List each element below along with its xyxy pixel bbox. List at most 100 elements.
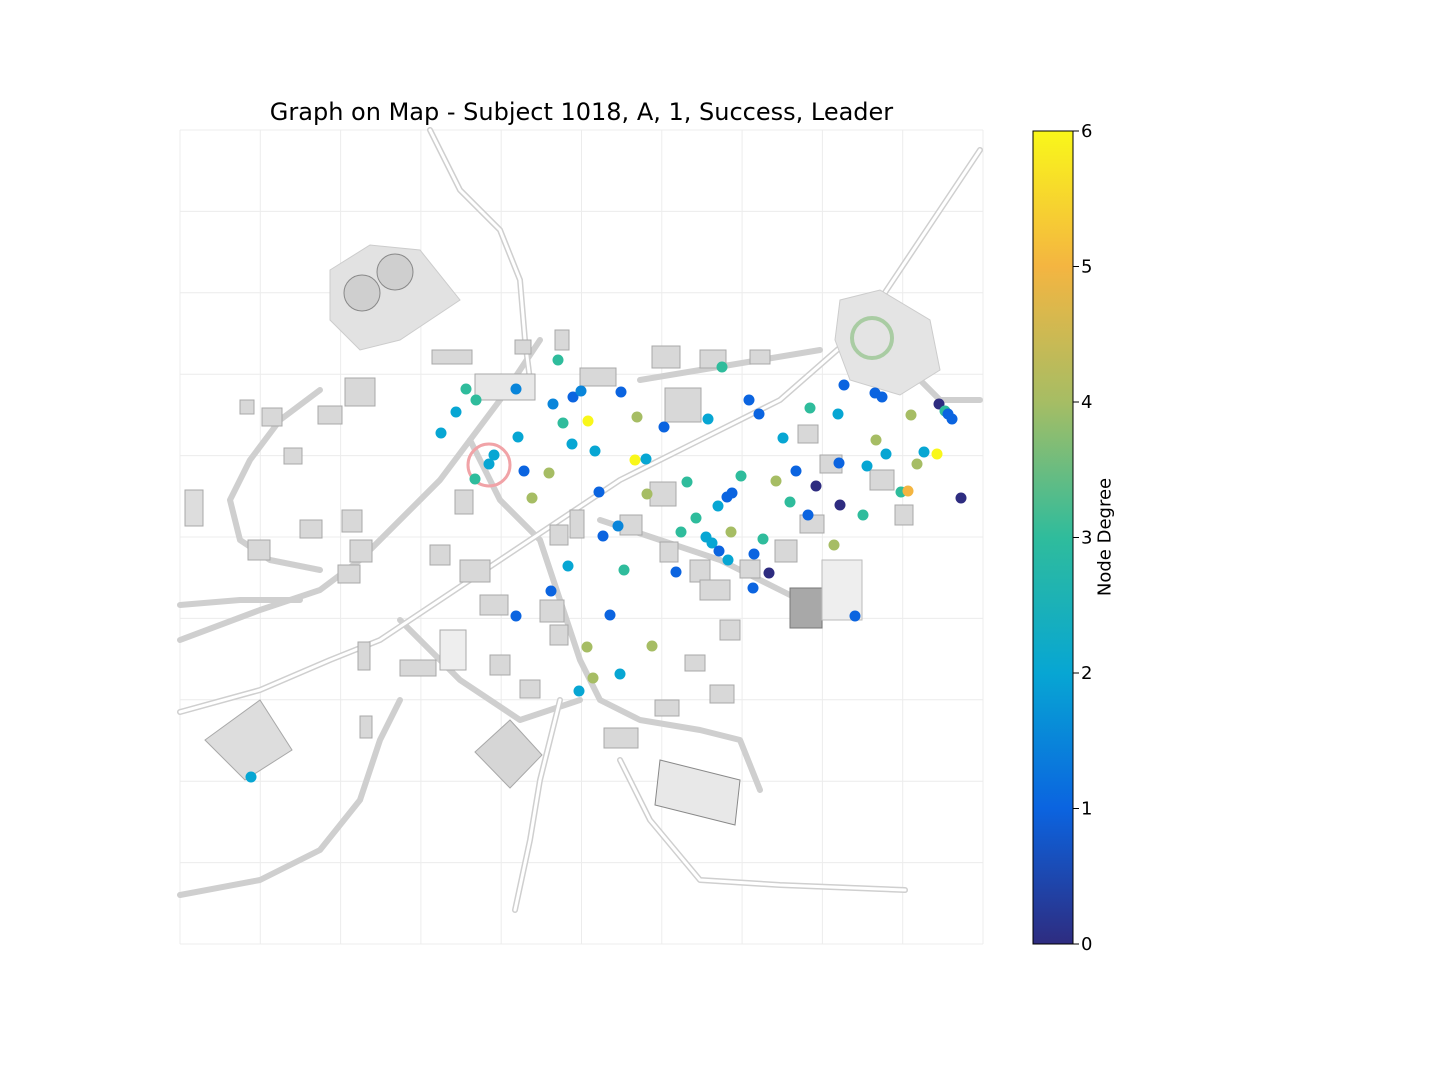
graph-node (612, 520, 624, 532)
graph-node (512, 431, 524, 443)
graph-node (905, 409, 917, 421)
graph-node (450, 406, 462, 418)
graph-node (604, 609, 616, 621)
graph-node (861, 460, 873, 472)
goal-marker (850, 316, 894, 360)
start-marker (466, 442, 512, 488)
graph-node (735, 470, 747, 482)
graph-node (770, 475, 782, 487)
graph-node (435, 427, 447, 439)
colorbar-tick-label: 5 (1081, 257, 1092, 278)
graph-node (582, 415, 594, 427)
graph-node (955, 492, 967, 504)
graph-node (510, 610, 522, 622)
graph-node (629, 454, 641, 466)
graph-node (833, 457, 845, 469)
graph-node (712, 500, 724, 512)
graph-node (518, 465, 530, 477)
graph-node (575, 385, 587, 397)
colorbar-label: Node Degree (1094, 477, 1116, 597)
colorbar-tick-label: 2 (1081, 663, 1092, 684)
graph-node (460, 383, 472, 395)
colorbar-tick-label: 4 (1081, 392, 1092, 413)
colorbar-tick-label: 0 (1081, 934, 1092, 955)
graph-node (557, 417, 569, 429)
graph-node (931, 448, 943, 460)
colorbar-tick-label: 1 (1081, 799, 1092, 820)
graph-node (631, 411, 643, 423)
graph-node (743, 394, 755, 406)
graph-node (753, 408, 765, 420)
graph-node (804, 402, 816, 414)
graph-node (757, 533, 769, 545)
graph-node (876, 391, 888, 403)
graph-node (547, 398, 559, 410)
graph-node (942, 408, 954, 420)
graph-node (567, 391, 579, 403)
graph-node (681, 476, 693, 488)
graph-node (832, 408, 844, 420)
graph-node (615, 386, 627, 398)
graph-node (834, 499, 846, 511)
graph-node (702, 413, 714, 425)
graph-node (706, 537, 718, 549)
graph-node (658, 421, 670, 433)
graph-node (784, 496, 796, 508)
graph-node (510, 383, 522, 395)
map-background (177, 127, 984, 945)
graph-node (562, 560, 574, 572)
graph-node (810, 480, 822, 492)
graph-node (802, 509, 814, 521)
graph-node (911, 458, 923, 470)
graph-node (748, 548, 760, 560)
graph-node (573, 685, 585, 697)
graph-node (716, 361, 728, 373)
graph-node (526, 492, 538, 504)
graph-node (777, 432, 789, 444)
graph-node (581, 641, 593, 653)
graph-node (543, 467, 555, 479)
chart-title: Graph on Map - Subject 1018, A, 1, Succe… (269, 98, 894, 126)
colorbar-gradient (1032, 130, 1074, 945)
graph-node (722, 554, 734, 566)
graph-node (880, 448, 892, 460)
graph-node (828, 539, 840, 551)
graph-node (902, 485, 914, 497)
graph-node (640, 453, 652, 465)
graph-node (470, 394, 482, 406)
graph-node (918, 446, 930, 458)
graph-node (857, 509, 869, 521)
colorbar: 0 1 2 3 4 5 6 (1032, 121, 1092, 955)
graph-node (245, 771, 257, 783)
graph-node (618, 564, 630, 576)
graph-node (790, 465, 802, 477)
graph-node (690, 512, 702, 524)
graph-node (597, 530, 609, 542)
graph-node (838, 379, 850, 391)
graph-node (545, 585, 557, 597)
graph-node (589, 445, 601, 457)
graph-node (614, 668, 626, 680)
graph-node (593, 486, 605, 498)
graph-node (469, 473, 481, 485)
graph-node (641, 488, 653, 500)
graph-node (849, 610, 861, 622)
graph-node (552, 354, 564, 366)
colorbar-tick-label: 6 (1081, 121, 1092, 142)
graph-nodes (245, 354, 967, 783)
graph-node (725, 526, 737, 538)
graph-node (713, 545, 725, 557)
graph-node (566, 438, 578, 450)
colorbar-ticks: 0 1 2 3 4 5 6 (1073, 121, 1092, 955)
graph-node (763, 567, 775, 579)
graph-node (675, 526, 687, 538)
colorbar-tick-label: 3 (1081, 528, 1092, 549)
graph-node (670, 566, 682, 578)
graph-node (587, 672, 599, 684)
graph-node (483, 458, 495, 470)
map-buildings (184, 244, 941, 826)
graph-node (646, 640, 658, 652)
graph-node (488, 449, 500, 461)
graph-node (870, 434, 882, 446)
